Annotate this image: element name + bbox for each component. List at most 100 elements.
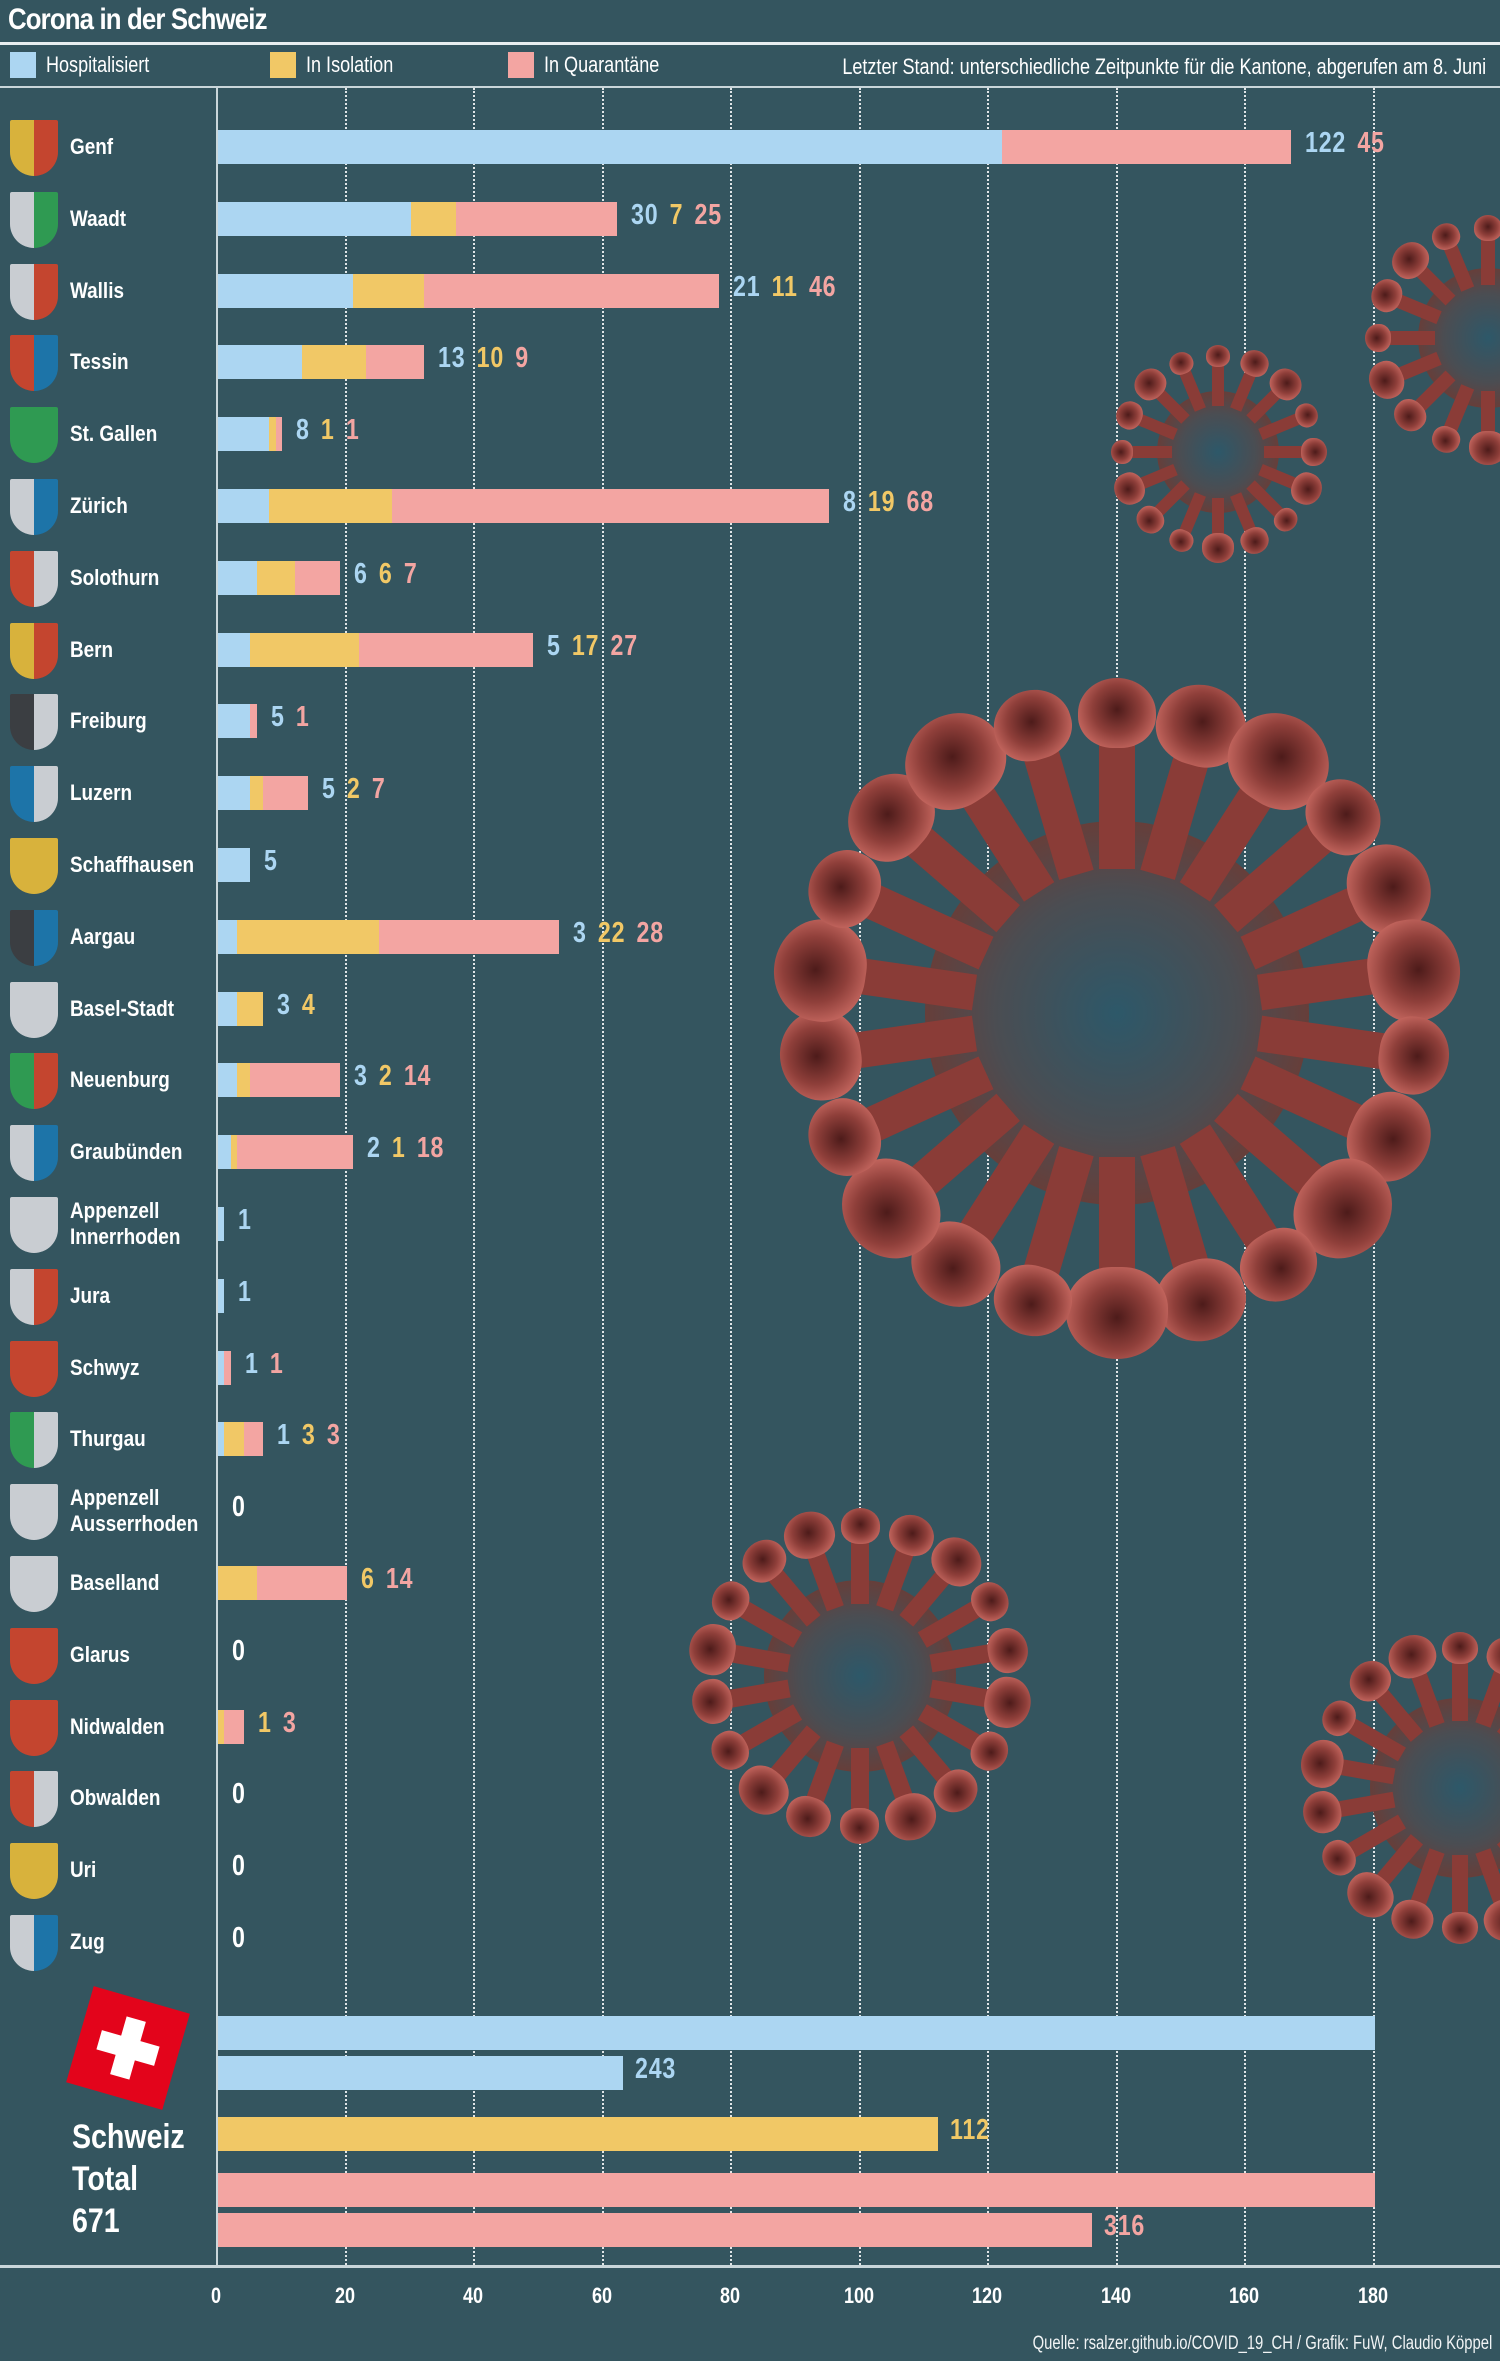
bar-segment-quarantaene <box>250 704 257 739</box>
canton-label: Nidwalden <box>70 1713 165 1739</box>
bar-segment-hospitalisiert <box>218 345 302 380</box>
legend-label: Hospitalisiert <box>46 52 150 77</box>
value-label: 5 <box>321 773 336 806</box>
canton-label: Wallis <box>70 277 124 303</box>
value-label: 2 <box>366 1132 381 1165</box>
canton-label: Graubünden <box>70 1139 183 1165</box>
switzerland-total: Schweiz Total 671 243 112 316 <box>0 1986 1500 2288</box>
canton-crest-icon <box>10 263 58 320</box>
value-label: 17 <box>571 629 600 662</box>
legend-divider <box>0 86 1500 88</box>
canton-label-line: Appenzell <box>70 1485 160 1511</box>
bar-segment-hospitalisiert <box>218 130 1003 164</box>
total-bar-hospitalisiert <box>218 2056 623 2090</box>
table-row: Genf 122 45 <box>0 110 1500 180</box>
canton-label: Neuenburg <box>70 1067 170 1093</box>
bar-segment-hospitalisiert <box>218 1422 225 1457</box>
y-axis-line <box>216 88 218 2268</box>
value-label: 22 <box>597 916 625 949</box>
canton-label: Zürich <box>70 493 128 518</box>
bar-segment-isolation <box>250 776 263 811</box>
value-label: 1 <box>321 414 335 447</box>
value-labels: 13 10 9 <box>438 342 540 375</box>
value-label: 11 <box>771 270 799 303</box>
canton-label: Schaffhausen <box>70 852 195 877</box>
bar-segment-isolation <box>224 1422 244 1457</box>
legend-item-quarantaene: In Quarantäne <box>508 52 685 78</box>
bar-segment-isolation <box>230 1135 238 1170</box>
value-labels: 2 1 18 <box>367 1132 455 1165</box>
canton-crest-icon <box>10 1771 58 1828</box>
legend-swatch-hospitalisiert <box>10 52 36 78</box>
value-labels: 8 19 68 <box>843 486 945 519</box>
table-row: Baselland 6 14 <box>0 1546 1500 1616</box>
bar-segment-isolation <box>301 345 366 380</box>
x-tick-label: 160 <box>1229 2283 1260 2308</box>
bar-segment-hospitalisiert <box>218 1063 238 1098</box>
bar-segment-isolation <box>250 632 360 667</box>
canton-label: Jura <box>70 1282 110 1308</box>
value-label: 4 <box>301 988 316 1021</box>
bar-segment-hospitalisiert <box>218 848 251 882</box>
canton-crest-icon <box>10 981 58 1038</box>
value-labels: 0 <box>232 1850 257 1883</box>
table-row: Waadt 30 7 25 <box>0 182 1500 252</box>
value-label: 5 <box>264 845 278 877</box>
bar-segment-hospitalisiert <box>218 1350 225 1385</box>
value-label: 27 <box>610 629 638 662</box>
bar-segment-quarantaene <box>275 417 283 452</box>
value-labels: 1 <box>238 1276 263 1309</box>
canton-label: Uri <box>70 1857 97 1883</box>
total-label-total: Total <box>72 2160 139 2198</box>
total-label-sum: 671 <box>72 2202 120 2240</box>
value-label: 5 <box>546 629 561 662</box>
value-label: 1 <box>346 414 360 447</box>
table-row: St. Gallen 8 1 1 <box>0 397 1500 467</box>
value-label: 2 <box>346 773 361 806</box>
gridline <box>344 88 347 2268</box>
source-credit: Quelle: rsalzer.github.io/COVID_19_CH / … <box>1032 2333 1492 2354</box>
table-row: Thurgau 1 3 3 <box>0 1402 1500 1472</box>
value-label: 1 <box>244 1347 259 1380</box>
value-label: 28 <box>636 916 664 949</box>
gridline <box>473 88 476 2268</box>
bar-segment-quarantaene <box>237 1135 353 1170</box>
canton-crest-icon <box>10 1556 58 1612</box>
legend-swatch-isolation <box>270 52 296 78</box>
value-labels: 0 <box>232 1491 257 1524</box>
canton-label-line: Innerrhoden <box>70 1224 181 1249</box>
value-label: 7 <box>403 557 418 590</box>
canton-crest-icon <box>10 838 58 894</box>
value-label: 3 <box>572 916 587 949</box>
x-tick-label: 60 <box>591 2283 612 2308</box>
bar-segment-hospitalisiert <box>218 560 257 595</box>
table-row: Zürich 8 19 68 <box>0 469 1500 539</box>
bar-segment-isolation <box>410 201 456 236</box>
value-label: 3 <box>354 1060 368 1093</box>
value-label: 1 <box>257 1706 272 1739</box>
table-row: Wallis 21 11 46 <box>0 254 1500 324</box>
legend-item-isolation: In Isolation <box>270 52 412 78</box>
value-label: 1 <box>276 1419 291 1452</box>
value-labels: 0 <box>232 1778 257 1811</box>
bar-segment-hospitalisiert <box>218 489 270 523</box>
canton-crest-icon <box>10 1915 58 1971</box>
canton-label: Aargau <box>70 923 136 949</box>
value-label: 13 <box>437 342 466 375</box>
bar-segment-hospitalisiert <box>218 1278 225 1313</box>
bar-segment-quarantaene <box>455 201 617 236</box>
canton-crest-icon <box>10 1699 58 1756</box>
canton-label: Basel-Stadt <box>70 995 175 1021</box>
bar-segment-isolation <box>218 1709 225 1744</box>
total-bar-quarantaene <box>218 2213 1093 2247</box>
value-label: 1 <box>295 701 310 734</box>
canton-label: Schwyz <box>70 1354 140 1380</box>
x-tick-label: 20 <box>334 2283 355 2308</box>
legend-label: In Quarantäne <box>544 52 660 77</box>
legend: Hospitalisiert In Isolation In Quarantän… <box>0 46 1500 84</box>
bar-segment-quarantaene <box>391 489 829 523</box>
canton-crest-icon <box>10 1484 58 1541</box>
value-label: 45 <box>1357 127 1386 159</box>
